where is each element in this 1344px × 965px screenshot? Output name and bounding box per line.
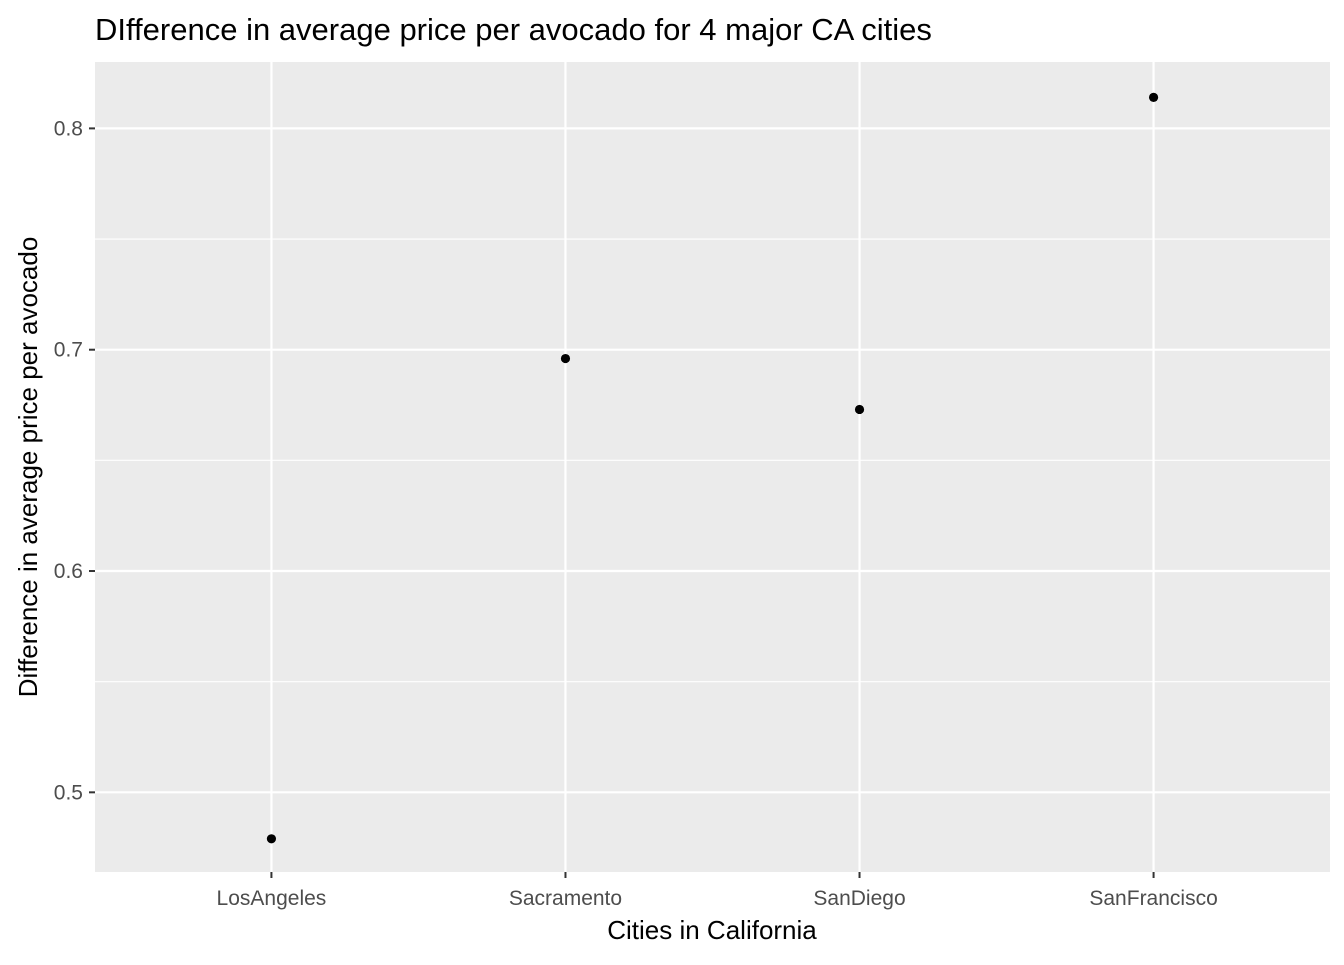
data-point	[854, 404, 865, 415]
major-gridlines	[95, 62, 1330, 872]
y-tick-label: 0.5	[54, 781, 83, 804]
x-tick-label: LosAngeles	[217, 887, 327, 910]
x-tick-label: SanDiego	[813, 887, 905, 910]
data-point	[560, 353, 571, 364]
minor-gridlines	[95, 238, 1330, 683]
plot-panel	[95, 62, 1330, 872]
data-point	[266, 834, 277, 844]
data-points	[266, 92, 1159, 844]
x-axis: LosAngeles Sacramento SanDiego SanFrancisco	[217, 872, 1218, 910]
y-tick-label: 0.8	[54, 117, 83, 140]
chart-title: DIfference in average price per avocado …	[95, 12, 932, 47]
y-tick-label: 0.7	[54, 339, 83, 362]
y-tick-label: 0.6	[54, 560, 83, 583]
data-point	[1148, 92, 1159, 103]
x-tick-label: SanFrancisco	[1089, 887, 1217, 910]
x-axis-title: Cities in California	[607, 915, 817, 945]
y-axis: 0.5 0.6 0.7 0.8	[54, 117, 95, 804]
y-axis-title: Difference in average price per avocado	[13, 237, 43, 698]
x-tick-label: Sacramento	[509, 887, 622, 910]
